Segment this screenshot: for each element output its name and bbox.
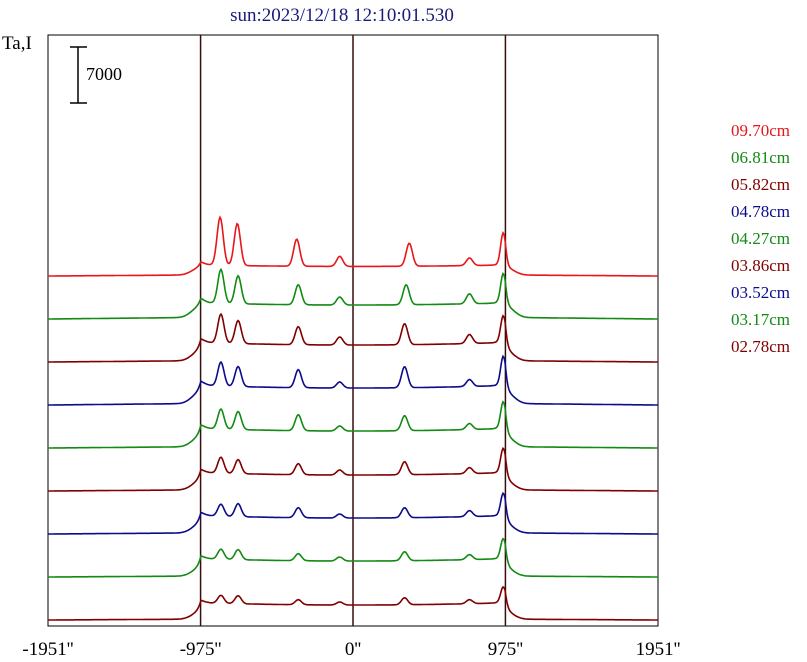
trace-03.86cm: [48, 446, 658, 492]
y-axis-label: Ta,I: [2, 33, 32, 54]
legend-entry: 09.70cm: [731, 121, 790, 140]
x-tick-labels: -1951'' -975'' 0'' 975'' 1951'': [22, 639, 680, 660]
legend-entry: 02.78cm: [731, 337, 790, 356]
trace-02.78cm: [48, 585, 658, 621]
spectrum-traces: [48, 215, 658, 621]
x-tick-label: 975'': [488, 639, 523, 660]
x-tick-label: 1951'': [636, 639, 681, 660]
trace-09.70cm: [48, 215, 658, 277]
legend-entry: 03.52cm: [731, 283, 790, 302]
scale-bar-label: 7000: [86, 64, 122, 84]
trace-03.17cm: [48, 537, 658, 578]
x-tick-label: -1951'': [22, 639, 73, 660]
chart-title: sun:2023/12/18 12:10:01.530: [230, 5, 454, 26]
vertical-markers: [199, 35, 507, 626]
intensity-scale-bar: 7000: [70, 46, 122, 104]
legend-entry: 03.17cm: [731, 310, 790, 329]
legend-entry: 05.82cm: [731, 175, 790, 194]
legend-entry: 04.27cm: [731, 229, 790, 248]
legend: 09.70cm 06.81cm 05.82cm 04.78cm 04.27cm 03.86…: [731, 121, 790, 356]
trace-06.81cm: [48, 267, 658, 320]
trace-05.82cm: [48, 312, 658, 363]
x-tick-label: -975'': [180, 639, 222, 660]
legend-entry: 04.78cm: [731, 202, 790, 221]
trace-04.78cm: [48, 354, 658, 406]
trace-03.52cm: [48, 491, 658, 535]
legend-entry: 03.86cm: [731, 256, 790, 275]
trace-04.27cm: [48, 400, 658, 449]
legend-entry: 06.81cm: [731, 148, 790, 167]
x-tick-label: 0'': [345, 639, 361, 660]
